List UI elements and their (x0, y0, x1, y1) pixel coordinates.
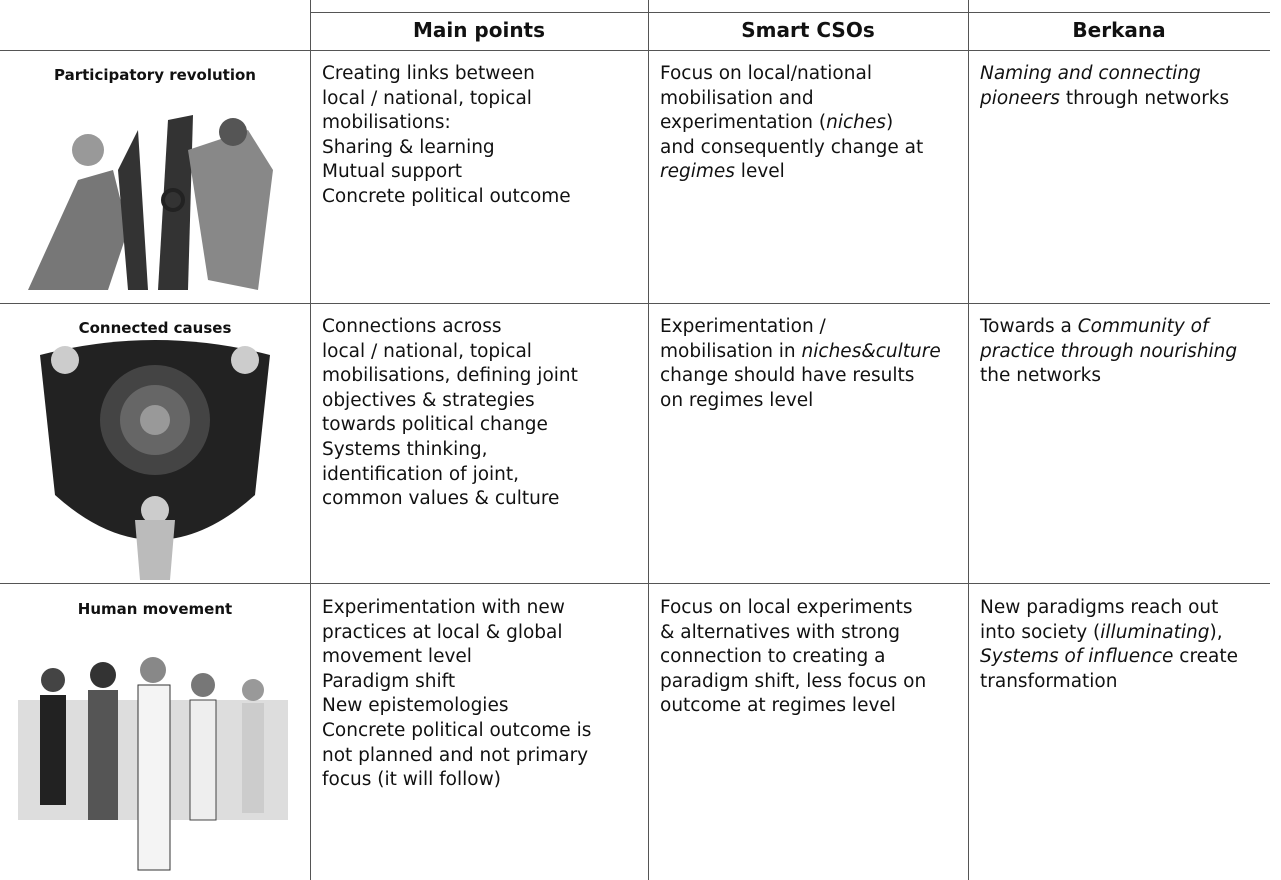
text-line: identification of joint, (322, 463, 520, 485)
text-run: mobilisation in (660, 340, 802, 362)
illustration (18, 657, 288, 871)
text-line: practices at local & global (322, 621, 563, 643)
cell: Connections across local / national, topi… (322, 315, 644, 512)
text-run: regimes (660, 161, 735, 183)
text-line: practice through nourishing (980, 340, 1266, 365)
text-line: Sharing & learning (322, 136, 495, 158)
text-line: outcome at regimes level (660, 695, 896, 717)
text-line: Towards a Community of (980, 315, 1266, 340)
rule (0, 583, 1270, 584)
text-line: mobilisations, defining joint (322, 365, 578, 387)
text-line: not planned and not primary (322, 744, 589, 766)
cell: Focus on local experiments & alternatives… (660, 596, 964, 719)
rule (310, 12, 1270, 13)
text-line: mobilisation in niches&culture (660, 340, 964, 365)
text-run: through networks (1059, 87, 1230, 109)
cell: Focus on local/national mobilisation and e… (660, 62, 964, 185)
cell: Creating links between local / national, … (322, 62, 644, 210)
cell: New paradigms reach out into society (ill… (980, 596, 1266, 694)
rule (310, 0, 311, 880)
text-run: level (734, 161, 785, 183)
text-run: Community of (1077, 316, 1209, 337)
text-line: New paradigms reach out (980, 597, 1219, 618)
text-run: Towards a (980, 316, 1078, 337)
text-line: towards political change (322, 414, 548, 436)
text-line: & alternatives with strong (660, 621, 901, 643)
cell: Towards a Community of practice through n… (980, 315, 1266, 389)
text-line: experimentation (niches) (660, 111, 964, 136)
text-line: and consequently change at (660, 136, 924, 158)
text-run: ) (885, 112, 894, 134)
rule (648, 0, 649, 880)
row-label: Participatory revolution (54, 66, 256, 84)
row-label: Connected causes (78, 319, 232, 337)
text-line: mobilisations: (322, 112, 451, 134)
column-header: Main points (412, 18, 546, 42)
text-run: niches (826, 112, 886, 134)
text-line: focus (it will follow) (322, 769, 501, 791)
text-line: common values & culture (322, 488, 560, 510)
text-line: change should have results (660, 365, 915, 387)
text-line: Concrete political outcome is (322, 719, 592, 741)
text-line: transformation (980, 670, 1118, 692)
text-line: local / national, topical (322, 340, 532, 362)
column-header: Berkana (1072, 18, 1166, 42)
rule (0, 303, 1270, 304)
text-line: Experimentation / (660, 316, 826, 337)
text-run: ), (1209, 621, 1223, 643)
text-line: Creating links between (322, 63, 535, 84)
text-line: paradigm shift, less focus on (660, 670, 927, 692)
text-line: Concrete political outcome (322, 185, 571, 207)
text-line: Paradigm shift (322, 670, 456, 692)
text-run: practice through nourishing (980, 340, 1238, 362)
illustration (40, 340, 270, 580)
text-line: objectives & strategies (322, 389, 535, 411)
text-line: connection to creating a (660, 646, 886, 668)
text-line: regimes level (660, 160, 964, 185)
cell: Naming and connecting pioneers through ne… (980, 62, 1266, 111)
column-header: Smart CSOs (741, 18, 875, 42)
text-run: into society ( (980, 621, 1101, 643)
text-line: into society (illuminating), (980, 621, 1266, 646)
text-run: experimentation ( (660, 112, 827, 134)
rule (968, 0, 969, 880)
text-line: mobilisation and (660, 87, 814, 109)
cell: Experimentation with new practices at loc… (322, 596, 644, 793)
text-line: Connections across (322, 316, 502, 337)
text-run: niches&culture (801, 340, 941, 362)
text-run: illuminating (1100, 621, 1210, 643)
text-line: Experimentation with new (322, 597, 565, 618)
text-line: Focus on local/national (660, 63, 872, 84)
text-line: Focus on local experiments (660, 597, 913, 618)
text-line: movement level (322, 646, 472, 668)
text-run: Systems of influence (980, 646, 1174, 668)
text-line: Systems thinking, (322, 438, 488, 460)
text-line: Naming and connecting (980, 62, 1266, 87)
text-line: local / national, topical (322, 87, 532, 109)
text-line: Mutual support (322, 161, 463, 183)
text-line: New epistemologies (322, 695, 509, 717)
text-line: Systems of influence create (980, 645, 1266, 670)
text-line: pioneers through networks (980, 87, 1266, 112)
illustration (28, 115, 273, 290)
text-run: create (1173, 646, 1239, 668)
cell: Experimentation / mobilisation in niches&… (660, 315, 964, 413)
text-line: on regimes level (660, 389, 814, 411)
text-line: the networks (980, 365, 1102, 387)
rule (0, 50, 1270, 51)
text-run: Naming and connecting (980, 63, 1201, 84)
text-run: pioneers (980, 87, 1060, 109)
row-label: Human movement (77, 600, 233, 618)
